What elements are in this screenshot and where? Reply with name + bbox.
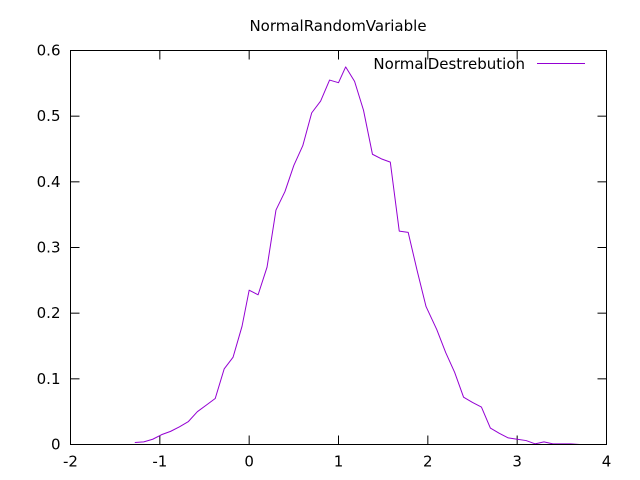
x-tick-label: 3: [512, 453, 522, 471]
y-tick-label: 0.5: [37, 107, 61, 125]
chart-title: NormalRandomVariable: [249, 17, 426, 35]
y-tick-label: 0.2: [37, 304, 61, 322]
plot-border: [70, 50, 607, 445]
y-tick-label: 0.6: [37, 42, 61, 60]
series-line: [134, 66, 607, 445]
legend: NormalDestrebution: [373, 55, 585, 73]
y-tick-label: 0.1: [37, 370, 61, 388]
y-tick-label: 0.4: [37, 173, 61, 191]
y-tick-label: 0: [51, 436, 61, 454]
x-tick-label: 2: [423, 453, 433, 471]
x-tick-label: -1: [152, 453, 167, 471]
tick-labels-layer: -2 -1 0 1 2 3 4 0 0.1 0.2 0.3 0.4 0.5 0.6: [37, 42, 612, 471]
x-tick-label: 1: [334, 453, 344, 471]
x-tick-label: -2: [63, 453, 78, 471]
y-tick-label: 0.3: [37, 239, 61, 257]
x-tick-label: 4: [602, 453, 612, 471]
x-tick-label: 0: [244, 453, 254, 471]
legend-label: NormalDestrebution: [373, 55, 525, 73]
series-layer: [134, 66, 607, 445]
